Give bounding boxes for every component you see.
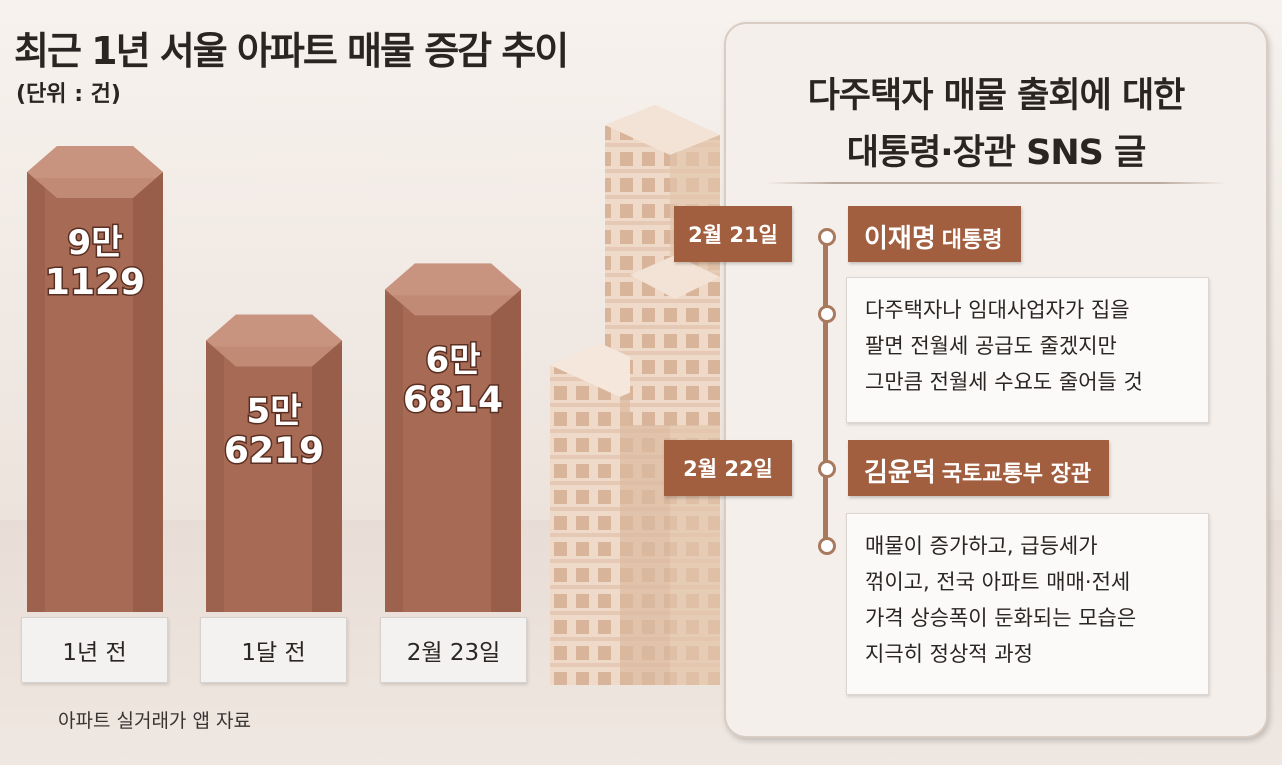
post-date-tag: 2월 21일 (674, 206, 792, 262)
bar (27, 146, 163, 612)
author-role: 국토교통부 장관 (941, 462, 1092, 487)
quote-line: 꺾이고, 전국 아파트 매매·전세 (865, 570, 1131, 594)
value-label: 9만 (68, 223, 123, 263)
post-quote: 다주택자나 임대사업자가 집을 팔면 전월세 공급도 줄겠지만 그만큼 전월세 … (846, 277, 1209, 423)
value-label: 6814 (403, 379, 503, 420)
quote-line: 팔면 전월세 공급도 줄겠지만 (865, 334, 1117, 358)
post-date-tag: 2월 22일 (664, 440, 792, 496)
author-role: 대통령 (941, 228, 1003, 253)
panel-title-line: 대통령·장관 SNS 글 (846, 133, 1147, 173)
category-label: 1달 전 (200, 617, 347, 683)
panel-title-line: 다주택자 매물 출회에 대한 (807, 76, 1186, 116)
panel-title: 다주택자 매물 출회에 대한 대통령·장관 SNS 글 (726, 68, 1266, 182)
value-label: 5만 (247, 392, 302, 432)
value-label: 6만 (426, 340, 481, 380)
chart-title: 최근 1년 서울 아파트 매물 증감 추이 (14, 29, 569, 73)
author-name: 김윤덕 (864, 458, 936, 488)
bar (385, 263, 521, 612)
timeline-line (823, 232, 828, 550)
timeline-dot (818, 537, 836, 555)
bar (206, 314, 342, 612)
timeline-dot (818, 460, 836, 478)
value-label: 1129 (45, 262, 145, 303)
quote-line: 그만큼 전월세 수요도 줄어들 것 (865, 370, 1143, 394)
quote-line: 매물이 증가하고, 급등세가 (865, 534, 1098, 558)
post-author-tag: 이재명 대통령 (848, 206, 1021, 262)
unit-label: (단위 : 건) (16, 82, 121, 107)
post-author-tag: 김윤덕 국토교통부 장관 (848, 440, 1110, 496)
category-label: 2월 23일 (380, 617, 527, 683)
value-label: 6219 (224, 431, 324, 472)
apartment-buildings-illustration (550, 105, 720, 685)
timeline-dot (818, 305, 836, 323)
quote-line: 다주택자나 임대사업자가 집을 (865, 298, 1130, 322)
panel-divider (766, 182, 1226, 184)
post-quote: 매물이 증가하고, 급등세가 꺾이고, 전국 아파트 매매·전세 가격 상승폭이… (846, 513, 1209, 695)
author-name: 이재명 (864, 224, 936, 254)
timeline-dot (818, 228, 836, 246)
quote-line: 지극히 정상적 과정 (865, 642, 1033, 666)
quote-line: 가격 상승폭이 둔화되는 모습은 (865, 606, 1137, 630)
category-label: 1년 전 (21, 617, 168, 683)
source-note: 아파트 실거래가 앱 자료 (58, 710, 251, 732)
